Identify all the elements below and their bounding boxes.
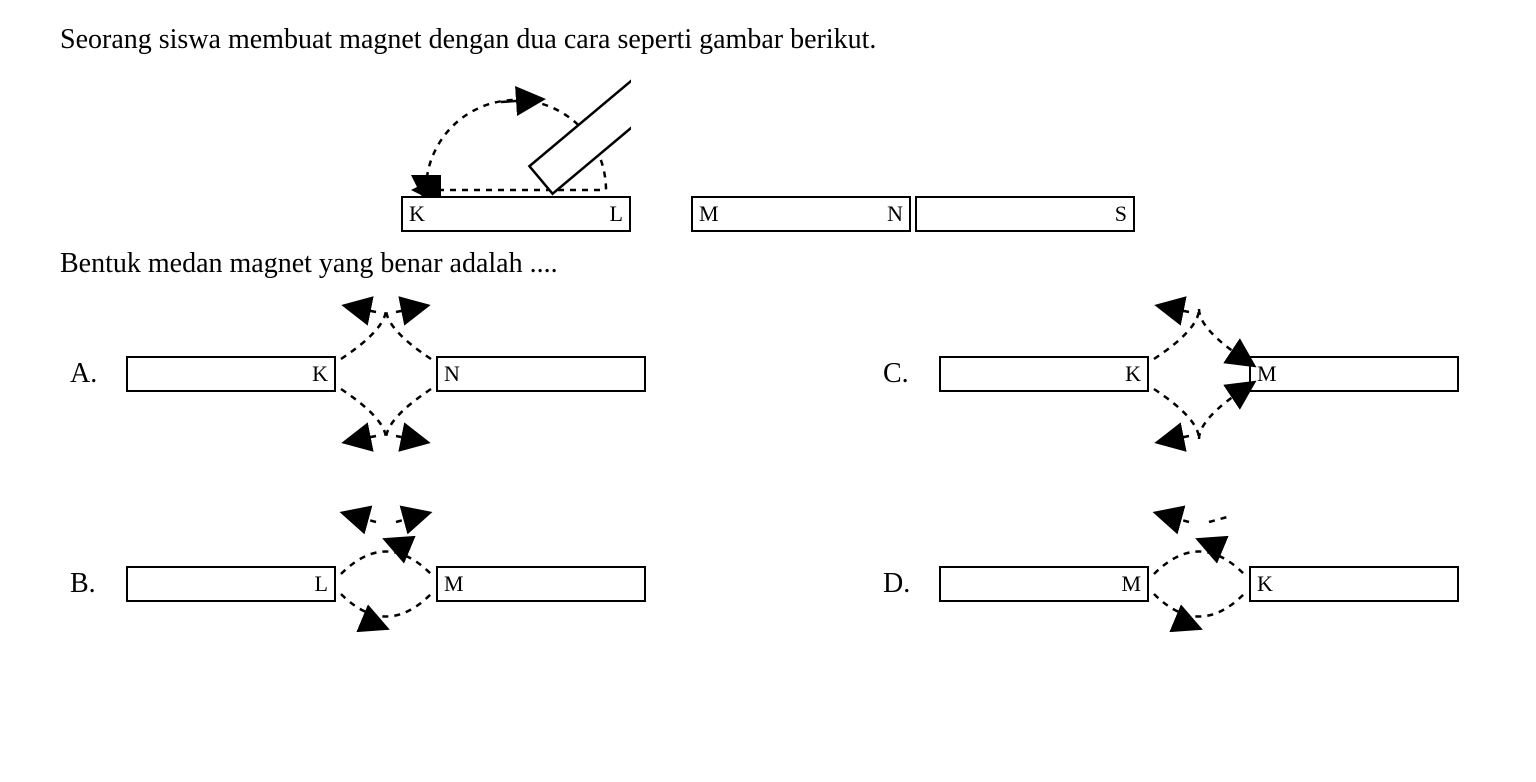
option-d-right-bar-label: K — [1257, 571, 1273, 597]
option-d-left-bar: M — [939, 566, 1149, 602]
option-b-right-bar: M — [436, 566, 646, 602]
rubbing-setup: U K L — [401, 72, 631, 232]
bar-mn-left: M — [699, 201, 719, 227]
options-grid: A. K N — [70, 304, 1476, 654]
option-a-label: A. — [70, 358, 104, 390]
option-b-diagram: L M — [126, 514, 646, 654]
subquestion-text: Bentuk medan magnet yang benar adalah ..… — [60, 248, 1476, 280]
option-b-left-bar: L — [126, 566, 336, 602]
option-c-right-bar-label: M — [1257, 361, 1277, 387]
bar-mn-right: N — [887, 201, 903, 227]
option-a-left-bar: K — [126, 356, 336, 392]
option-c: C. K M — [883, 304, 1476, 444]
question-text: Seorang siswa membuat magnet dengan dua … — [60, 24, 1476, 56]
option-a-right-bar-label: N — [444, 361, 460, 387]
bar-s-right: S — [1115, 201, 1127, 227]
bar-kl-left: K — [409, 201, 425, 227]
option-c-label: C. — [883, 358, 917, 390]
option-c-right-bar: M — [1249, 356, 1459, 392]
option-a-field-svg — [326, 304, 446, 444]
bar-kl: K L — [401, 196, 631, 232]
option-a-diagram: K N — [126, 304, 646, 444]
option-c-field-svg — [1139, 304, 1259, 444]
top-diagram: U K L M N S — [60, 72, 1476, 232]
option-d-field-svg — [1139, 514, 1259, 654]
option-a-right-bar: N — [436, 356, 646, 392]
option-b-label: B. — [70, 568, 104, 600]
option-b-field-svg — [326, 514, 446, 654]
option-c-left-bar: K — [939, 356, 1149, 392]
option-d: D. M K — [883, 514, 1476, 654]
bar-s: S — [915, 196, 1135, 232]
option-b: B. L M — [70, 514, 663, 654]
bar-mn: M N — [691, 196, 911, 232]
option-a: A. K N — [70, 304, 663, 444]
induction-setup: M N S — [691, 196, 1135, 232]
option-d-diagram: M K — [939, 514, 1459, 654]
option-d-label: D. — [883, 568, 917, 600]
bar-kl-right: L — [610, 201, 623, 227]
option-d-right-bar: K — [1249, 566, 1459, 602]
option-c-diagram: K M — [939, 304, 1459, 444]
option-b-right-bar-label: M — [444, 571, 464, 597]
